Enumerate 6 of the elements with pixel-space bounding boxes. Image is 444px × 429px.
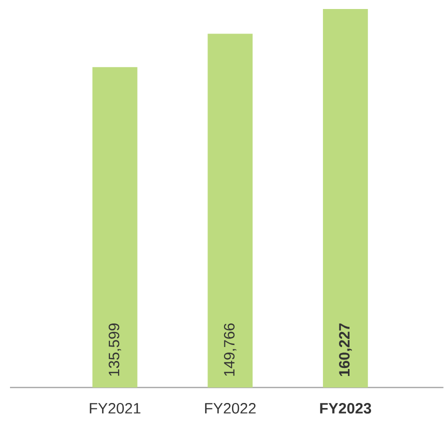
x-tick-label: FY2021 xyxy=(90,402,140,414)
data-label: 149,766 xyxy=(224,323,236,376)
x-tick-label: FY2023 xyxy=(320,402,372,414)
x-tick-label: FY2022 xyxy=(205,402,256,414)
data-label: 135,599 xyxy=(108,323,122,376)
data-label: 160,227 xyxy=(339,323,352,376)
